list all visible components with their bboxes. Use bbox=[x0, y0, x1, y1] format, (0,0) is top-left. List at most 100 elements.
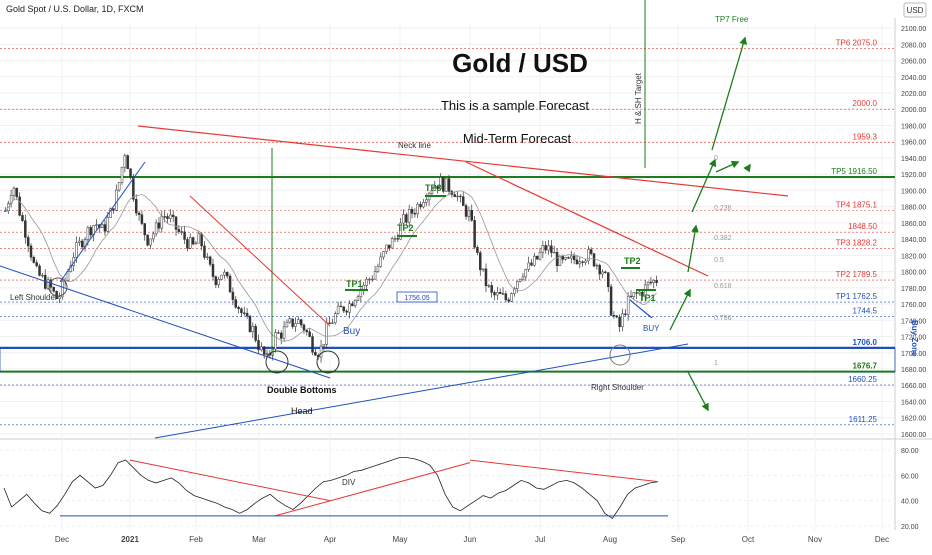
candle-body bbox=[561, 256, 564, 260]
indicator-panel: 20.00 40.00 60.00 80.00 bbox=[0, 448, 919, 531]
candle-body bbox=[530, 262, 533, 266]
candle-body bbox=[470, 210, 473, 221]
candle-body bbox=[405, 214, 408, 223]
candle-body bbox=[12, 187, 16, 196]
left-shoulder-label: Left Shoulder bbox=[10, 293, 58, 302]
buy-small-label: BUY bbox=[643, 324, 660, 333]
candle-body bbox=[160, 216, 164, 229]
candle-body bbox=[365, 278, 368, 286]
candle-body bbox=[467, 210, 471, 217]
tp2-label: TP2 bbox=[397, 223, 414, 233]
candle-body bbox=[248, 315, 252, 333]
candle-body bbox=[496, 292, 499, 296]
indicator-tick: 40.00 bbox=[901, 499, 919, 506]
candle-body bbox=[624, 313, 627, 315]
grid bbox=[0, 18, 932, 530]
candles bbox=[4, 153, 658, 363]
x-tick-label: Apr bbox=[324, 535, 337, 544]
level-label: TP1 1762.5 bbox=[836, 292, 878, 301]
candle-body bbox=[564, 257, 567, 260]
candle-body bbox=[385, 244, 388, 252]
y-tick-label: 2000.00 bbox=[901, 107, 926, 114]
candle-body bbox=[180, 231, 183, 233]
candle-body bbox=[314, 351, 317, 356]
y-tick-label: 2020.00 bbox=[901, 91, 926, 98]
candle-body bbox=[109, 208, 112, 218]
candle-body bbox=[55, 290, 58, 300]
candle-body bbox=[436, 186, 439, 189]
candle-body bbox=[331, 322, 334, 324]
candle-body bbox=[186, 239, 189, 249]
level-label: TP6 2075.0 bbox=[836, 38, 878, 47]
hs-target-label: H & SH Target bbox=[634, 72, 643, 124]
double-bottoms-label: Double Bottoms bbox=[267, 385, 337, 395]
candle-body bbox=[15, 187, 19, 198]
candle-body bbox=[152, 233, 155, 240]
candle-body bbox=[410, 209, 414, 214]
fib-label: 1 bbox=[714, 360, 718, 367]
candle-body bbox=[129, 168, 132, 178]
candle-body bbox=[217, 279, 220, 286]
moving-average bbox=[5, 190, 657, 342]
candle-body bbox=[334, 313, 337, 324]
candle-body bbox=[479, 252, 482, 271]
x-tick-label: Oct bbox=[742, 535, 755, 544]
left-shoulder-circle bbox=[48, 277, 68, 297]
subtitle: This is a sample Forecast bbox=[441, 98, 589, 113]
candle-body bbox=[143, 223, 146, 236]
candle-body bbox=[518, 278, 522, 282]
candle-body bbox=[632, 292, 636, 298]
candle-body bbox=[578, 261, 582, 265]
candle-body bbox=[189, 237, 192, 249]
candle-body bbox=[419, 204, 422, 208]
candle-body bbox=[137, 212, 141, 215]
candle-body bbox=[558, 256, 562, 267]
level-label: 1676.7 bbox=[853, 362, 878, 371]
candle-body bbox=[194, 242, 198, 245]
candle-body bbox=[524, 269, 528, 278]
candle-body bbox=[413, 213, 417, 215]
candle-body bbox=[606, 272, 610, 287]
y-tick-label: 2040.00 bbox=[901, 75, 926, 82]
candle-body bbox=[348, 303, 351, 313]
y-tick-label: 1780.00 bbox=[901, 286, 926, 293]
forecast-arrow bbox=[743, 163, 751, 173]
candle-body bbox=[649, 281, 653, 284]
candle-body bbox=[373, 271, 377, 280]
candle-body bbox=[342, 306, 346, 312]
candle-body bbox=[234, 299, 237, 308]
currency-badge[interactable] bbox=[903, 2, 927, 18]
x-tick-label: Mar bbox=[252, 535, 266, 544]
candle-body bbox=[510, 293, 513, 302]
candle-body bbox=[29, 245, 33, 258]
candle-body bbox=[439, 177, 442, 189]
candle-body bbox=[336, 305, 340, 315]
candle-body bbox=[134, 198, 138, 214]
forecast-arrow bbox=[691, 158, 717, 213]
candle-body bbox=[646, 281, 650, 286]
candle-body bbox=[325, 322, 328, 345]
candle-body bbox=[422, 202, 425, 208]
x-tick-label: May bbox=[392, 535, 407, 544]
candle-body bbox=[78, 240, 81, 243]
candle-body bbox=[237, 307, 240, 310]
candle-body bbox=[52, 287, 56, 292]
blue-trendline bbox=[0, 265, 331, 379]
candle-body bbox=[208, 256, 212, 265]
y-tick-label: 1600.00 bbox=[901, 432, 926, 439]
candle-body bbox=[251, 325, 255, 333]
candle-body bbox=[388, 244, 391, 249]
candle-body bbox=[459, 195, 462, 198]
symbol-title: Gold Spot / U.S. Dollar, 1D, FXCM bbox=[6, 4, 144, 14]
candle-body bbox=[260, 346, 263, 351]
candle-body bbox=[100, 224, 104, 228]
buy-label: Buy bbox=[343, 326, 360, 337]
y-tick-label: 1860.00 bbox=[901, 221, 926, 228]
candle-body bbox=[572, 255, 576, 261]
candle-body bbox=[26, 237, 30, 247]
x-tick-label: Jul bbox=[535, 535, 545, 544]
candle-body bbox=[140, 214, 144, 224]
buy-arrow bbox=[629, 299, 653, 319]
